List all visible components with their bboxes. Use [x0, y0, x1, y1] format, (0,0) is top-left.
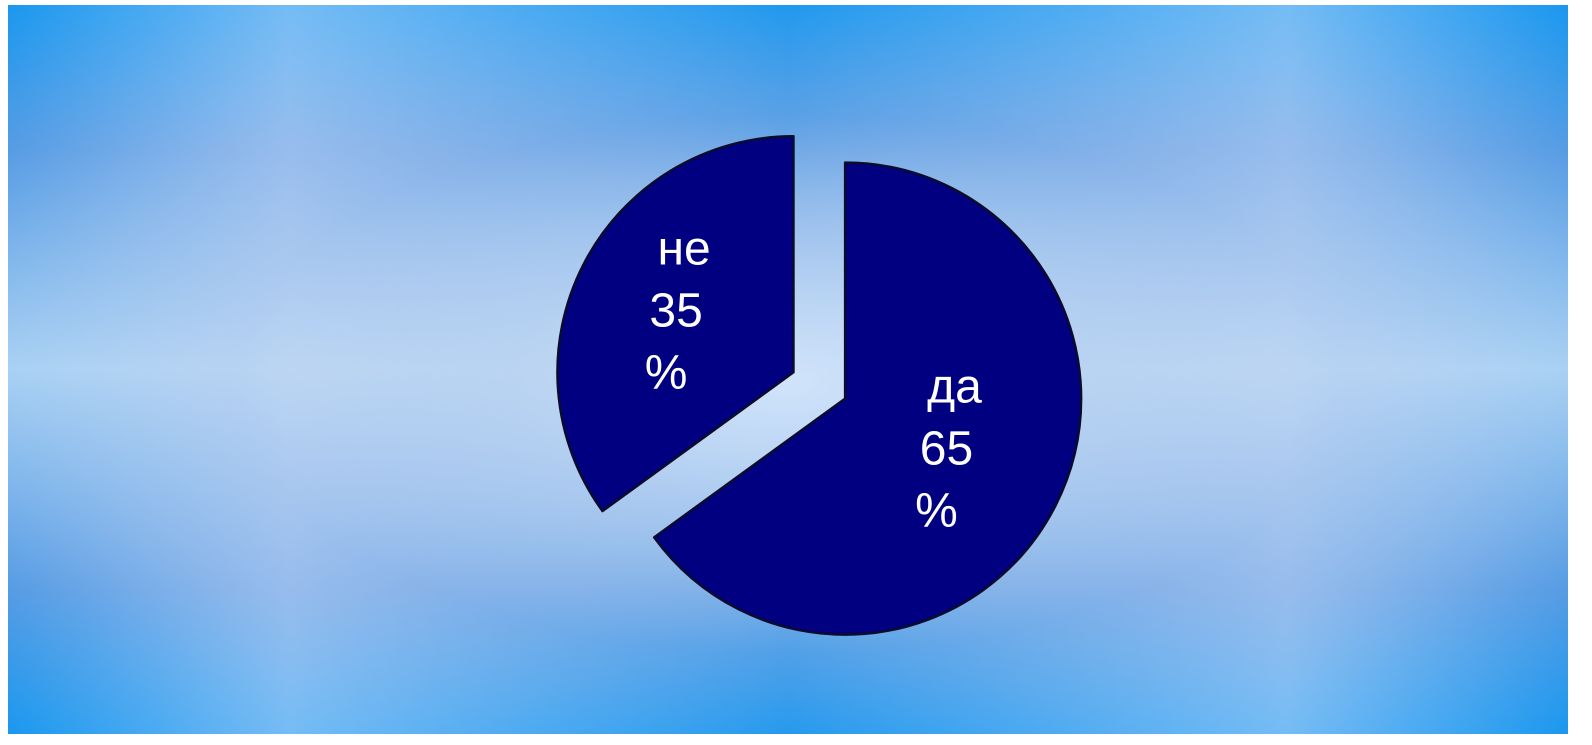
- pie-slice-ne: [556, 135, 795, 513]
- slice-label-category: не: [658, 223, 711, 276]
- slice-label-value: 65: [920, 422, 973, 475]
- pie-chart: да 65% не 35%: [556, 135, 1083, 636]
- slice-label-value: 35: [649, 285, 702, 338]
- slice-label-category: да: [927, 360, 982, 413]
- pie-slice-da: [652, 161, 1083, 636]
- chart-area: да 65% не 35%: [8, 5, 1568, 734]
- slice-label-unit: %: [915, 484, 958, 537]
- slice-label-unit: %: [645, 347, 688, 400]
